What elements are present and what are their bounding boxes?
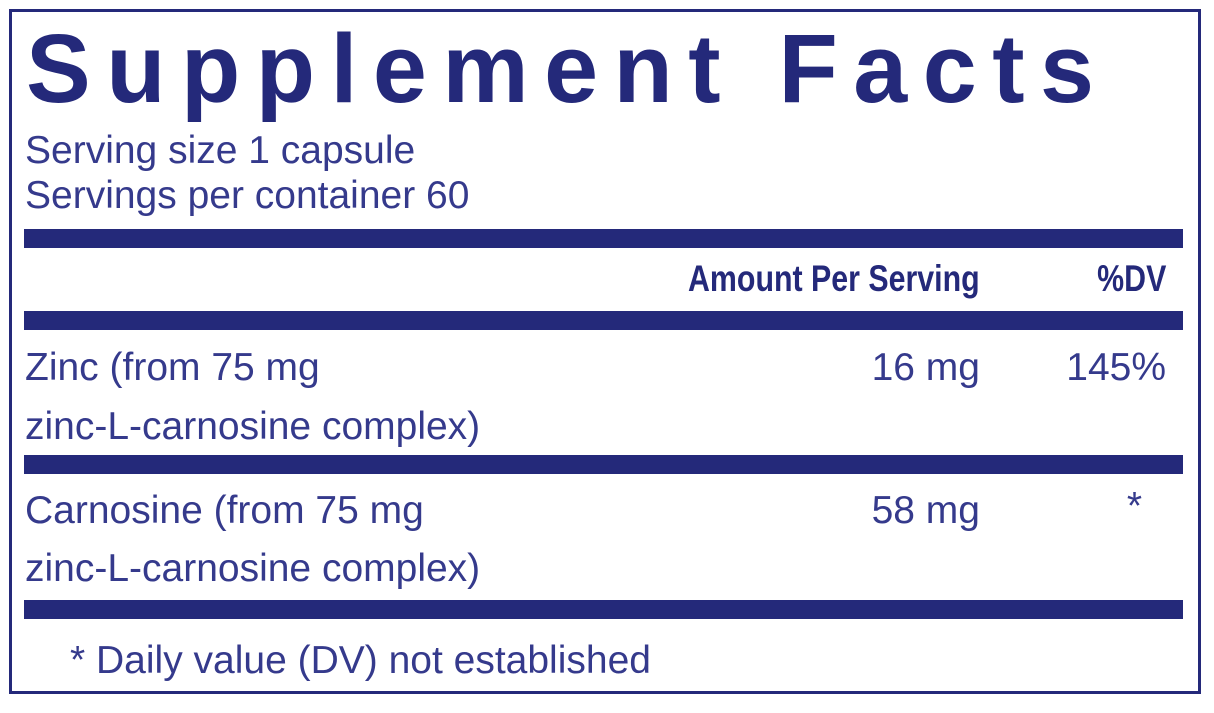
header-dv: %DV: [1096, 258, 1166, 299]
header-amount: Amount Per Serving: [688, 258, 980, 299]
divider-bar: [24, 229, 1183, 248]
label-border: [9, 9, 1201, 694]
divider-bar: [24, 311, 1183, 330]
row-carnosine-name-1: Carnosine (from 75 mg: [25, 489, 424, 532]
label-title: Supplement Facts: [26, 14, 1110, 123]
footnote: * Daily value (DV) not established: [70, 639, 651, 682]
row-zinc-name-2: zinc-L-carnosine complex): [25, 405, 481, 448]
row-carnosine-dv: *: [1126, 485, 1142, 528]
row-zinc-name-1: Zinc (from 75 mg: [25, 346, 320, 389]
row-carnosine-name-2: zinc-L-carnosine complex): [25, 547, 481, 590]
servings-per-container: Servings per container 60: [25, 174, 470, 217]
serving-size: Serving size 1 capsule: [25, 129, 416, 172]
row-carnosine-amount: 58 mg: [871, 489, 980, 532]
row-zinc-amount: 16 mg: [871, 346, 980, 389]
divider-bar: [24, 600, 1183, 619]
divider-bar: [24, 455, 1183, 474]
row-zinc-dv: 145%: [1066, 346, 1166, 389]
